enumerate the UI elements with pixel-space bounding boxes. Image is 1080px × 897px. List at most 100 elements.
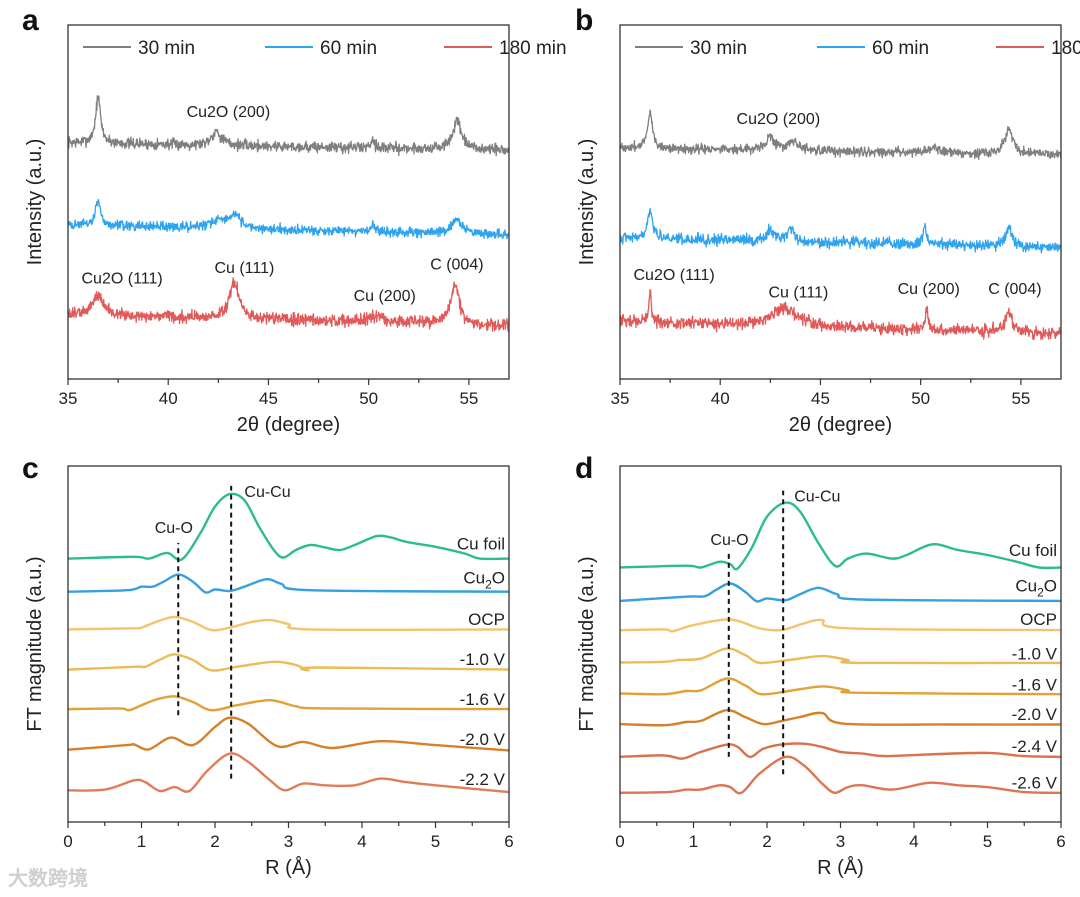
series-label: OCP <box>468 610 505 629</box>
peak-annotation: Cu (200) <box>898 281 960 298</box>
panel-d: d Cu foil Cu2O OCP -1.0 V -1.6 V -2.0 V -2.4 V -… <box>575 452 1066 879</box>
panel-letter: d <box>575 452 593 485</box>
series-group <box>619 109 1062 341</box>
x-tick-label: 0 <box>63 832 72 851</box>
series-line--1.0-V <box>67 653 510 672</box>
x-tick-label: 40 <box>711 389 730 408</box>
series-line--2.0-V <box>67 716 510 752</box>
series-line-60-min <box>619 207 1062 254</box>
plot-frame <box>67 24 510 380</box>
legend-entry: 180 min <box>499 38 567 59</box>
x-tick-label: 2 <box>762 832 771 851</box>
legend-entry: 30 min <box>138 38 195 59</box>
series-group <box>67 492 510 794</box>
plot-frame <box>619 24 1062 380</box>
y-axis-label: FT magnitude (a.u.) <box>576 556 598 731</box>
x-tick-label: 5 <box>431 832 440 851</box>
series-group <box>619 501 1062 795</box>
x-tick-label: 1 <box>689 832 698 851</box>
x-tick-label: 3 <box>284 832 293 851</box>
peak-annotation: Cu2O (111) <box>82 270 163 287</box>
series-label: -2.0 V <box>460 730 506 749</box>
plot-frame <box>67 465 510 823</box>
x-tick-label: 45 <box>259 389 278 408</box>
series-label: -2.0 V <box>1012 705 1058 724</box>
series-line--1.6-V <box>67 695 510 712</box>
series-line--2.2-V <box>67 752 510 794</box>
series-label: -1.0 V <box>460 650 506 669</box>
series-line-180-min <box>619 289 1062 341</box>
peak-annotation: Cu (111) <box>768 285 828 302</box>
x-tick-label: 55 <box>1011 389 1030 408</box>
series-line-Cu-foil <box>67 492 510 562</box>
y-axis-label: Intensity (a.u.) <box>576 139 598 266</box>
panel-letter: a <box>22 4 39 37</box>
legend-entry: 30 min <box>690 38 747 59</box>
series-label: Cu2O <box>1015 577 1057 600</box>
series-label: OCP <box>1020 610 1057 629</box>
x-tick-label: 50 <box>911 389 930 408</box>
reference-label: Cu-Cu <box>794 489 840 506</box>
series-label: -2.4 V <box>1012 737 1058 756</box>
x-tick-label: 35 <box>611 389 630 408</box>
legend: 30 min 60 min 180 min <box>83 38 567 59</box>
reference-label: Cu-O <box>155 520 193 537</box>
peak-annotation: C (004) <box>988 281 1041 298</box>
series-line-OCP <box>619 618 1062 633</box>
series-line--1.0-V <box>619 647 1062 665</box>
x-tick-label: 0 <box>615 832 624 851</box>
x-tick-label: 5 <box>983 832 992 851</box>
x-tick-label: 3 <box>836 832 845 851</box>
x-tick-label: 1 <box>137 832 146 851</box>
series-line--2.4-V <box>619 742 1062 760</box>
x-axis-label: 2θ (degree) <box>237 414 340 436</box>
x-axis-label: R (Å) <box>817 856 864 879</box>
reference-label: Cu-O <box>710 532 748 549</box>
x-tick-label: 45 <box>811 389 830 408</box>
panel-b: b Cu2O (200) Cu2O (111) Cu (111) Cu (200) C (… <box>575 4 1080 436</box>
series-line-Cu-foil <box>619 501 1062 571</box>
series-line--2.0-V <box>619 708 1062 727</box>
x-tick-label: 35 <box>59 389 78 408</box>
x-axis-label: R (Å) <box>265 856 312 879</box>
legend-entry: 60 min <box>872 38 929 59</box>
watermark: 大数跨境 <box>8 866 88 890</box>
legend: 30 min 60 min 180 min <box>635 38 1080 59</box>
legend-entry: 60 min <box>320 38 377 59</box>
peak-annotation: Cu (111) <box>214 260 274 277</box>
series-line--1.6-V <box>619 677 1062 696</box>
series-group <box>67 95 510 333</box>
x-tick-label: 6 <box>1056 832 1065 851</box>
series-label: -1.6 V <box>1012 675 1058 694</box>
series-line-30-min <box>67 95 510 157</box>
series-label: Cu foil <box>457 534 505 553</box>
x-tick-label: 4 <box>909 832 918 851</box>
y-axis-label: Intensity (a.u.) <box>24 139 46 266</box>
plot-frame <box>619 465 1062 823</box>
x-tick-label: 55 <box>459 389 478 408</box>
x-tick-label: 4 <box>357 832 366 851</box>
series-label: -1.6 V <box>460 690 506 709</box>
reference-label: Cu-Cu <box>244 484 290 501</box>
series-label: -1.0 V <box>1012 645 1058 664</box>
x-tick-label: 2 <box>210 832 219 851</box>
panel-a: a Cu2O (200) Cu2O (111) Cu (111) Cu (200) C (… <box>22 4 567 436</box>
series-line-30-min <box>619 109 1062 160</box>
series-line-Cu2O <box>619 582 1062 603</box>
series-label: -2.6 V <box>1012 774 1058 793</box>
series-line--2.6-V <box>619 755 1062 795</box>
x-axis-label: 2θ (degree) <box>789 414 892 436</box>
peak-annotation: Cu2O (200) <box>187 104 271 121</box>
series-line-60-min <box>67 199 510 240</box>
x-tick-label: 40 <box>159 389 178 408</box>
panel-letter: c <box>22 452 39 485</box>
peak-annotation: Cu2O (200) <box>737 111 821 128</box>
x-tick-label: 50 <box>359 389 378 408</box>
series-line-180-min <box>67 277 510 333</box>
peak-annotation: Cu (200) <box>354 288 416 305</box>
series-label: -2.2 V <box>460 770 506 789</box>
series-line-OCP <box>67 615 510 632</box>
panel-letter: b <box>575 4 593 37</box>
series-label: Cu foil <box>1009 541 1057 560</box>
